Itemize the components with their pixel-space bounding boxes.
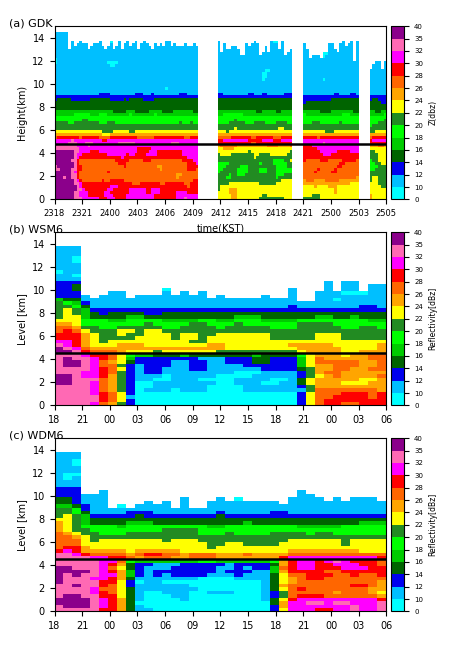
Y-axis label: Level [km]: Level [km] <box>17 293 27 345</box>
Text: (c) WDM6: (c) WDM6 <box>9 430 64 440</box>
Text: (b) WSM6: (b) WSM6 <box>9 224 64 234</box>
Text: (a) GDK: (a) GDK <box>9 18 53 28</box>
Y-axis label: Reflectivity[dBz]: Reflectivity[dBz] <box>428 287 438 351</box>
Y-axis label: Height(km): Height(km) <box>17 85 27 141</box>
Y-axis label: Z(dbz): Z(dbz) <box>428 100 438 126</box>
X-axis label: time(KST): time(KST) <box>196 224 245 233</box>
Y-axis label: Level [km]: Level [km] <box>17 499 27 551</box>
Y-axis label: Reflectivity[dBz]: Reflectivity[dBz] <box>428 493 438 557</box>
